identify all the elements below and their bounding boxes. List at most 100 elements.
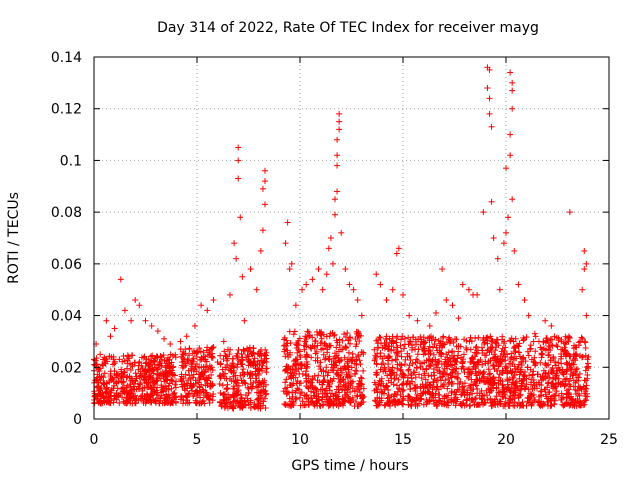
data-point xyxy=(186,345,193,352)
data-point xyxy=(384,383,391,390)
data-point xyxy=(315,266,322,273)
data-point xyxy=(131,386,138,393)
data-point xyxy=(210,297,217,304)
data-point xyxy=(535,338,542,345)
data-point xyxy=(144,391,151,398)
data-point xyxy=(146,363,153,370)
data-point xyxy=(258,346,265,353)
data-point xyxy=(180,348,187,355)
data-point xyxy=(168,399,175,406)
data-point xyxy=(158,382,165,389)
data-point xyxy=(132,392,139,399)
data-point xyxy=(208,371,215,378)
data-point xyxy=(474,291,481,298)
data-point xyxy=(165,392,172,399)
data-point xyxy=(117,390,124,397)
data-point xyxy=(167,341,174,348)
data-point xyxy=(509,79,516,86)
data-point xyxy=(357,374,364,381)
data-point xyxy=(186,372,193,379)
data-point xyxy=(148,384,155,391)
data-point xyxy=(101,370,108,377)
data-point xyxy=(237,372,244,379)
data-point xyxy=(204,380,211,387)
data-point xyxy=(247,375,254,382)
data-point xyxy=(116,356,123,363)
x-tick-label: 0 xyxy=(90,432,99,448)
data-point xyxy=(139,385,146,392)
data-point xyxy=(209,397,216,404)
y-tick-label: 0.08 xyxy=(51,205,82,221)
data-point xyxy=(581,266,588,273)
data-point xyxy=(320,378,327,385)
data-point xyxy=(210,344,217,351)
data-point xyxy=(94,361,101,368)
data-point xyxy=(286,328,293,335)
data-point xyxy=(334,162,341,169)
data-point xyxy=(119,394,126,401)
data-point xyxy=(284,219,291,226)
data-point xyxy=(354,297,361,304)
grid-lines xyxy=(94,57,609,419)
data-point xyxy=(229,391,236,398)
data-point xyxy=(532,333,539,340)
data-point xyxy=(119,379,126,386)
data-point xyxy=(110,361,117,368)
data-point xyxy=(154,371,161,378)
data-point xyxy=(151,361,158,368)
data-point xyxy=(224,385,231,392)
data-point xyxy=(323,271,330,278)
data-point xyxy=(245,353,252,360)
data-point xyxy=(473,343,480,350)
data-point xyxy=(529,372,536,379)
data-point xyxy=(583,364,590,371)
y-tick-label: 0.12 xyxy=(51,102,82,118)
data-point xyxy=(351,403,358,410)
x-tick-label: 20 xyxy=(497,432,515,448)
data-point xyxy=(121,307,128,314)
data-point xyxy=(126,355,133,362)
data-point xyxy=(166,380,173,387)
data-point xyxy=(336,118,343,125)
data-point xyxy=(282,401,289,408)
data-point xyxy=(143,380,150,387)
data-point xyxy=(480,209,487,216)
data-point xyxy=(531,330,538,337)
data-point xyxy=(299,286,306,293)
y-tick-label: 0.1 xyxy=(60,153,82,169)
data-point xyxy=(466,402,473,409)
data-point xyxy=(342,266,349,273)
data-point xyxy=(465,286,472,293)
data-point xyxy=(96,387,103,394)
data-point xyxy=(128,317,135,324)
data-point xyxy=(217,360,224,367)
data-point xyxy=(218,403,225,410)
data-point xyxy=(120,369,127,376)
data-point xyxy=(389,286,396,293)
data-point xyxy=(190,393,197,400)
data-point xyxy=(129,400,136,407)
data-point xyxy=(179,383,186,390)
data-point xyxy=(334,188,341,195)
data-point xyxy=(346,281,353,288)
data-point xyxy=(154,328,161,335)
data-point xyxy=(140,399,147,406)
data-point xyxy=(373,271,380,278)
data-point xyxy=(261,377,268,384)
data-point xyxy=(139,392,146,399)
data-point xyxy=(406,312,413,319)
data-point xyxy=(336,110,343,117)
data-point xyxy=(162,383,169,390)
y-axis-label: ROTI / TECUs xyxy=(6,192,22,284)
data-point xyxy=(378,361,385,368)
data-point xyxy=(112,374,119,381)
data-point xyxy=(190,366,197,373)
data-point xyxy=(161,357,168,364)
data-point xyxy=(204,307,211,314)
data-point xyxy=(156,372,163,379)
data-points xyxy=(91,64,592,412)
data-point xyxy=(488,123,495,130)
data-point xyxy=(136,374,143,381)
data-point xyxy=(178,373,185,380)
